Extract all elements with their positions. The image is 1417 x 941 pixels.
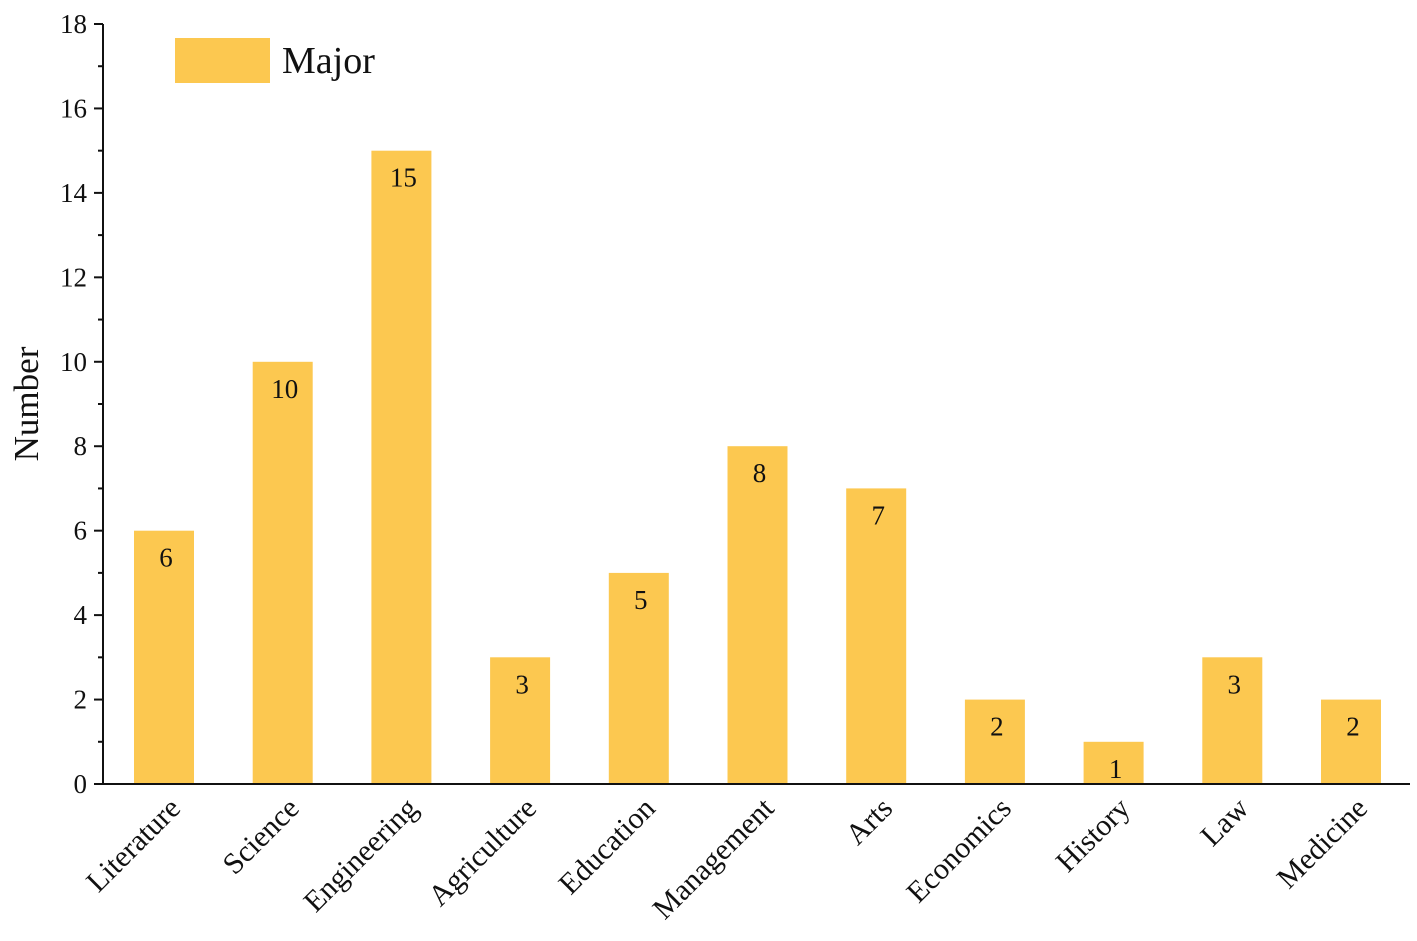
x-tick-label-engineering: Engineering <box>297 792 424 919</box>
bar-history <box>1083 741 1144 784</box>
x-tick-label-science: Science <box>216 792 305 881</box>
data-label-literature: 6 <box>159 543 173 573</box>
y-tick-label: 8 <box>74 431 88 461</box>
x-tick-label-history: History <box>1050 792 1137 879</box>
bars-group <box>134 150 1381 784</box>
x-tick-label-management: Management <box>646 791 781 926</box>
data-label-law: 3 <box>1228 669 1242 699</box>
x-tick-label-literature: Literature <box>80 792 187 899</box>
y-axis-title: Number <box>7 346 46 461</box>
x-tick-label-economics: Economics <box>900 792 1018 910</box>
y-ticks-group: 0 2 4 6 8 10 12 14 16 18 <box>60 9 103 799</box>
bar-arts <box>846 488 907 784</box>
x-tick-label-arts: Arts <box>839 792 899 852</box>
y-tick-label: 12 <box>60 262 87 292</box>
data-label-economics: 2 <box>990 712 1004 742</box>
legend: Major <box>175 38 375 83</box>
data-label-arts: 7 <box>871 500 885 530</box>
data-labels-group: 6 10 15 3 5 8 7 2 1 3 2 <box>159 163 1360 784</box>
x-tick-label-education: Education <box>552 792 661 901</box>
data-label-science: 10 <box>271 374 298 404</box>
bar-law <box>1202 657 1263 784</box>
y-tick-label: 4 <box>74 600 88 630</box>
x-tick-label-agriculture: Agriculture <box>422 792 543 913</box>
legend-swatch <box>175 38 270 83</box>
bar-engineering <box>371 150 432 784</box>
x-tick-label-medicine: Medicine <box>1271 792 1374 895</box>
data-label-engineering: 15 <box>390 163 417 193</box>
bar-education <box>608 572 669 784</box>
legend-label: Major <box>282 40 375 82</box>
data-label-education: 5 <box>634 585 648 615</box>
y-tick-label: 0 <box>74 769 88 799</box>
y-tick-label: 16 <box>60 93 87 123</box>
data-label-management: 8 <box>753 458 767 488</box>
bar-science <box>252 361 313 784</box>
x-tick-label-law: Law <box>1194 791 1255 852</box>
data-label-medicine: 2 <box>1346 712 1360 742</box>
y-tick-label: 2 <box>74 685 88 715</box>
bar-literature <box>134 530 194 784</box>
y-tick-label: 14 <box>60 178 88 208</box>
bar-management <box>727 446 788 784</box>
data-label-history: 1 <box>1109 754 1123 784</box>
bar-agriculture <box>490 657 551 784</box>
y-tick-label: 6 <box>74 516 88 546</box>
bar-medicine <box>1321 699 1381 784</box>
y-tick-label: 18 <box>60 9 87 39</box>
y-tick-label: 10 <box>60 347 87 377</box>
data-label-agriculture: 3 <box>515 669 529 699</box>
bar-economics <box>964 699 1025 784</box>
